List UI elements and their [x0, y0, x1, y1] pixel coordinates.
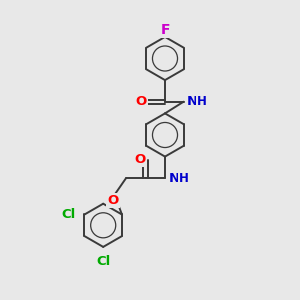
Text: O: O — [134, 153, 146, 166]
Text: H: H — [179, 172, 188, 185]
Text: N: N — [168, 172, 180, 185]
Text: Cl: Cl — [96, 255, 110, 268]
Text: H: H — [197, 95, 207, 108]
Text: Cl: Cl — [62, 208, 76, 221]
Text: F: F — [160, 23, 170, 37]
Text: O: O — [135, 95, 147, 108]
Text: O: O — [107, 194, 119, 207]
Text: N: N — [187, 95, 198, 108]
